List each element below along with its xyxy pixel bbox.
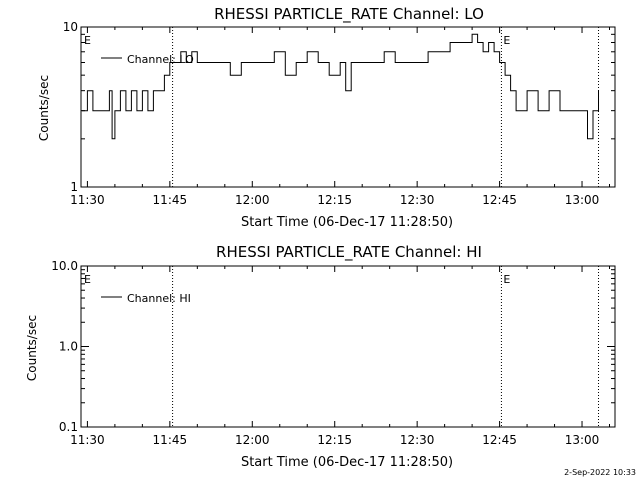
x-tick-label-hi: 12:00 xyxy=(235,433,270,447)
series-line-lo xyxy=(81,33,599,140)
y-tick-label-hi: 0.1 xyxy=(59,420,78,434)
x-axis-label-hi: Start Time (06-Dec-17 11:28:50) xyxy=(241,455,453,470)
x-tick-label-hi: 13:00 xyxy=(565,433,600,447)
y-tick-label-lo: 10 xyxy=(63,20,78,34)
chart-title-hi: RHESSI PARTICLE_RATE Channel: HI xyxy=(216,243,482,262)
x-tick-label-hi: 12:30 xyxy=(400,433,435,447)
x-tick-label-lo: 12:15 xyxy=(317,193,352,207)
event-marker-label-lo: E xyxy=(503,34,510,47)
chart-title-lo: RHESSI PARTICLE_RATE Channel: LO xyxy=(214,5,484,24)
y-tick-label-hi: 10.0 xyxy=(51,259,78,273)
event-marker-label-hi: E xyxy=(503,273,510,286)
x-tick-label-lo: 11:45 xyxy=(153,193,188,207)
x-axis-label-lo: Start Time (06-Dec-17 11:28:50) xyxy=(241,215,453,230)
y-tick-label-hi: 1.0 xyxy=(59,340,78,354)
x-tick-label-hi: 12:45 xyxy=(482,433,517,447)
footer-date: 2-Sep-2022 10:33 xyxy=(564,468,636,477)
x-tick-label-lo: 13:00 xyxy=(565,193,600,207)
plot-frame-lo xyxy=(80,26,616,188)
plot-frame-hi xyxy=(80,265,616,428)
legend-label-hi: Channel: HI xyxy=(127,292,191,305)
x-tick-label-hi: 11:30 xyxy=(70,433,105,447)
y-tick-label-lo: 1 xyxy=(70,180,78,194)
event-marker-label-hi: E xyxy=(84,273,91,286)
y-axis-label-hi: Counts/sec xyxy=(25,315,39,381)
x-tick-label-hi: 11:45 xyxy=(153,433,188,447)
x-tick-label-lo: 11:30 xyxy=(70,193,105,207)
y-axis-label-lo: Counts/sec xyxy=(37,75,51,141)
x-tick-label-lo: 12:00 xyxy=(235,193,270,207)
x-tick-label-lo: 12:30 xyxy=(400,193,435,207)
x-tick-label-lo: 12:45 xyxy=(482,193,517,207)
legend-label-lo: Channel: LO xyxy=(127,53,194,66)
event-marker-label-lo: E xyxy=(84,34,91,47)
x-tick-label-hi: 12:15 xyxy=(317,433,352,447)
